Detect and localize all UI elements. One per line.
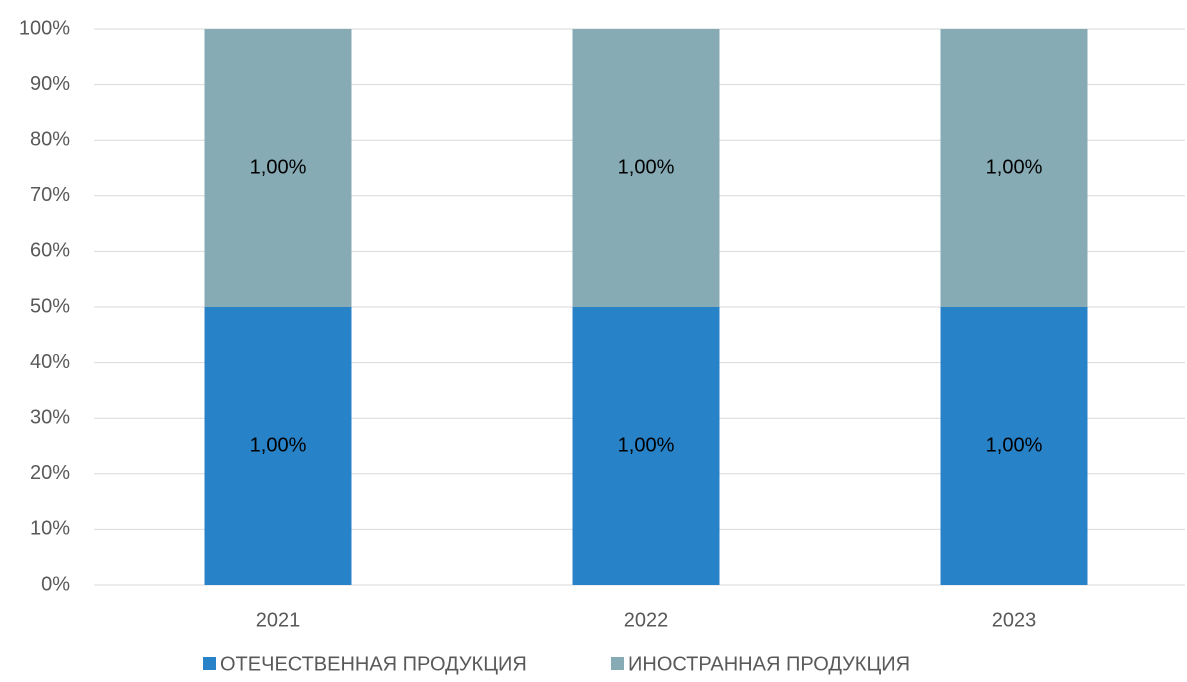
x-tick-label: 2022: [624, 609, 669, 631]
bar-segment: [204, 307, 352, 585]
x-tick-label: 2023: [992, 609, 1037, 631]
data-label: 1,00%: [618, 434, 675, 456]
y-tick-label: 100%: [19, 17, 70, 39]
legend-label: ИНОСТРАННАЯ ПРОДУКЦИЯ: [628, 653, 910, 675]
data-label: 1,00%: [986, 434, 1043, 456]
y-tick-label: 60%: [30, 240, 70, 262]
bar-segment: [572, 29, 720, 307]
data-label: 1,00%: [986, 156, 1043, 178]
legend-label: ОТЕЧЕСТВЕННАЯ ПРОДУКЦИЯ: [220, 653, 527, 675]
bar-segment: [204, 29, 352, 307]
y-tick-label: 20%: [30, 462, 70, 484]
y-tick-label: 80%: [30, 128, 70, 150]
y-tick-label: 0%: [41, 573, 70, 595]
bar-segment: [572, 307, 720, 585]
y-tick-label: 30%: [30, 406, 70, 428]
y-tick-label: 70%: [30, 184, 70, 206]
bar-segment: [940, 29, 1088, 307]
y-tick-label: 50%: [30, 295, 70, 317]
y-tick-label: 10%: [30, 518, 70, 540]
y-tick-label: 90%: [30, 73, 70, 95]
data-label: 1,00%: [618, 156, 675, 178]
x-tick-label: 2021: [256, 609, 301, 631]
y-tick-label: 40%: [30, 351, 70, 373]
legend-swatch: [203, 657, 216, 670]
data-label: 1,00%: [250, 434, 307, 456]
legend-swatch: [611, 657, 624, 670]
bar-segment: [940, 307, 1088, 585]
data-label: 1,00%: [250, 156, 307, 178]
